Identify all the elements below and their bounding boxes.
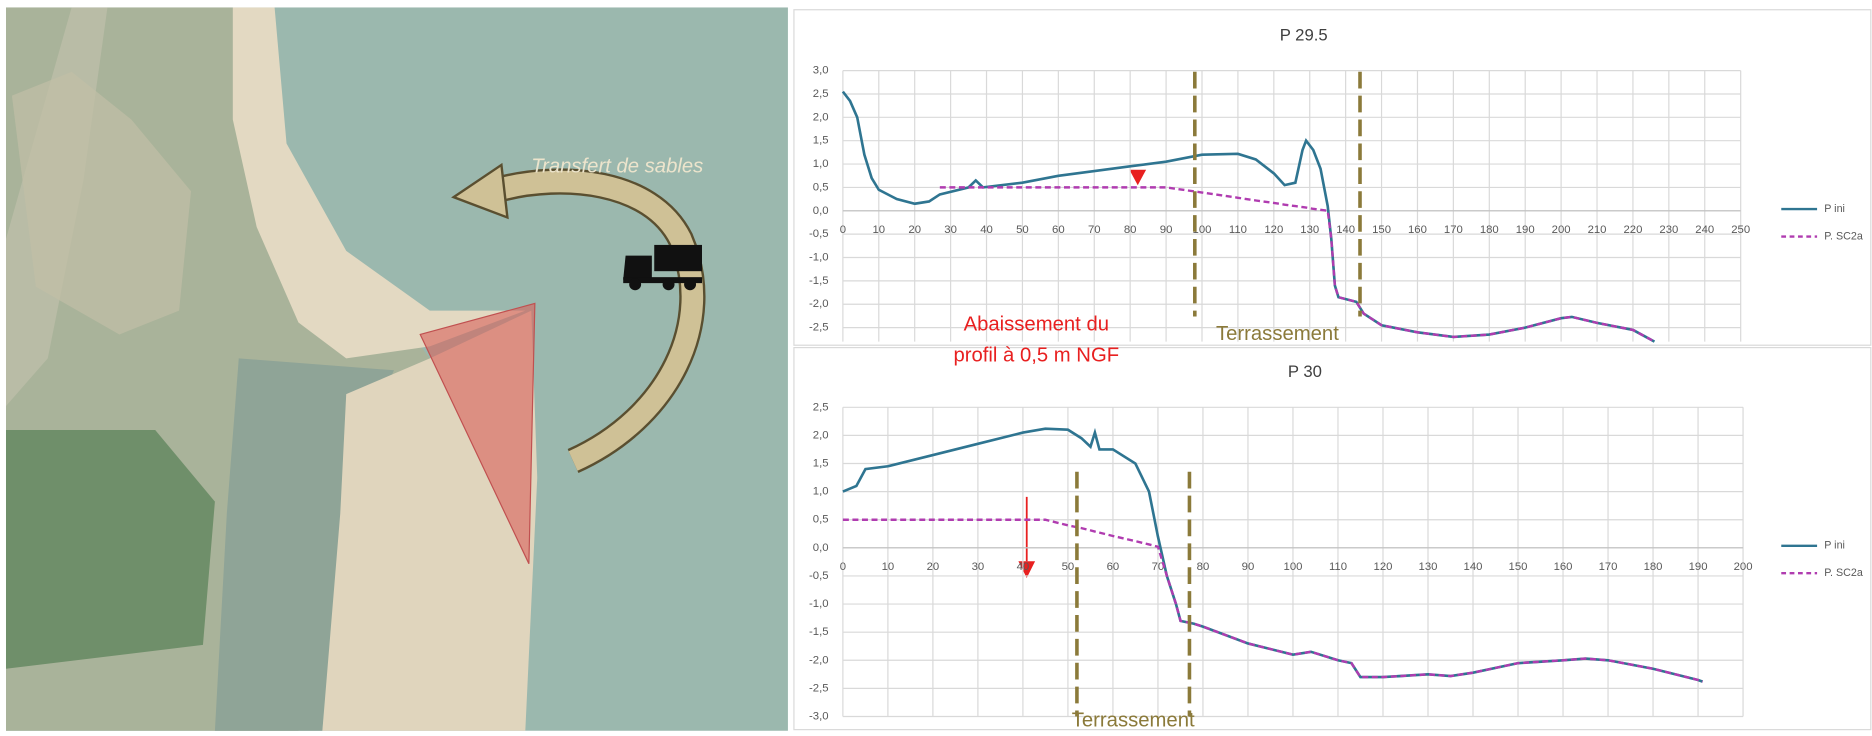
x-tick-label: 120 (1264, 224, 1283, 236)
x-tick-label: 190 (1516, 224, 1535, 236)
x-tick-label: 100 (1284, 561, 1303, 573)
x-tick-label: 200 (1552, 224, 1571, 236)
x-tick-label: 40 (1017, 561, 1030, 573)
y-tick-label: 2,0 (813, 111, 829, 123)
y-tick-label: -2,0 (809, 298, 829, 310)
y-tick-label: 0,0 (813, 205, 829, 217)
x-tick-label: 190 (1689, 561, 1708, 573)
y-tick-label: 1,0 (813, 158, 829, 170)
y-tick-label: -1,5 (809, 275, 829, 287)
x-tick-label: 140 (1464, 561, 1483, 573)
x-tick-label: 170 (1599, 561, 1618, 573)
y-tick-label: 2,5 (813, 88, 829, 100)
x-tick-label: 200 (1734, 561, 1753, 573)
x-tick-label: 140 (1336, 224, 1355, 236)
x-tick-label: 110 (1229, 224, 1247, 236)
y-tick-label: -2,5 (809, 322, 829, 334)
legend-label: P. SC2a (1824, 567, 1863, 579)
x-tick-label: 0 (840, 224, 846, 236)
chart-title: P 29.5 (1280, 25, 1328, 44)
x-tick-label: 60 (1107, 561, 1120, 573)
x-tick-label: 50 (1062, 561, 1075, 573)
y-tick-label: -1,0 (809, 252, 829, 264)
x-tick-label: 20 (927, 561, 940, 573)
x-tick-label: 80 (1197, 561, 1210, 573)
terrassement-label: Terrassement (1216, 323, 1339, 345)
x-tick-label: 160 (1408, 224, 1427, 236)
legend-label: P ini (1824, 203, 1845, 215)
y-tick-label: -0,5 (809, 570, 829, 582)
data-line (843, 520, 1703, 682)
annotation: Abaissement du (964, 313, 1109, 335)
map-arrow-label: Transfert de sables (531, 156, 703, 178)
y-tick-label: -3,0 (809, 711, 829, 723)
y-tick-label: -0,5 (809, 228, 829, 240)
page: {"map": {"arrow_label": "Transfert de sa… (0, 0, 1872, 731)
x-tick-label: 220 (1623, 224, 1642, 236)
y-tick-label: 1,0 (813, 486, 829, 498)
y-tick-label: -2,0 (809, 654, 829, 666)
x-tick-label: 130 (1419, 561, 1438, 573)
x-tick-label: 250 (1731, 224, 1750, 236)
x-tick-label: 10 (872, 224, 885, 236)
x-tick-label: 130 (1300, 224, 1319, 236)
x-tick-label: 10 (882, 561, 895, 573)
x-tick-label: 120 (1374, 561, 1393, 573)
terrassement-label: Terrassement (1072, 710, 1195, 731)
x-tick-label: 180 (1480, 224, 1499, 236)
chart-title: P 30 (1288, 362, 1322, 381)
chart-frame (794, 10, 1871, 345)
x-tick-label: 30 (944, 224, 957, 236)
y-tick-label: 0,0 (813, 542, 829, 554)
data-line (843, 429, 1703, 682)
x-tick-label: 180 (1644, 561, 1663, 573)
y-tick-label: 0,5 (813, 181, 829, 193)
x-tick-label: 160 (1554, 561, 1573, 573)
x-tick-label: 170 (1444, 224, 1463, 236)
x-tick-label: 70 (1088, 224, 1101, 236)
y-tick-label: 0,5 (813, 514, 829, 526)
y-tick-label: 1,5 (813, 458, 829, 470)
x-tick-label: 80 (1124, 224, 1137, 236)
y-tick-label: -2,5 (809, 682, 829, 694)
x-tick-label: 210 (1588, 224, 1607, 236)
x-tick-label: 150 (1372, 224, 1391, 236)
x-tick-label: 20 (908, 224, 921, 236)
y-tick-label: 1,5 (813, 135, 829, 147)
x-tick-label: 240 (1695, 224, 1714, 236)
chart-frame (794, 348, 1871, 730)
y-tick-label: 2,5 (813, 401, 829, 413)
x-tick-label: 230 (1659, 224, 1678, 236)
legend-label: P. SC2a (1824, 230, 1863, 242)
aerial-map: Transfert de sables (6, 7, 788, 730)
x-tick-label: 40 (980, 224, 993, 236)
legend-label: P ini (1824, 540, 1845, 552)
x-tick-label: 110 (1329, 561, 1347, 573)
annotation: profil à 0,5 m NGF (953, 344, 1119, 366)
x-tick-label: 50 (1016, 224, 1029, 236)
lowering-marker (1129, 170, 1146, 186)
x-tick-label: 30 (972, 561, 985, 573)
y-tick-label: 2,0 (813, 429, 829, 441)
y-tick-label: 3,0 (813, 65, 829, 77)
y-tick-label: -1,5 (809, 626, 829, 638)
x-tick-label: 150 (1509, 561, 1528, 573)
figure: Transfert de sables P 29.5 3,0 2,5 2,0 1,5 1,… (0, 0, 1872, 731)
y-tick-label: -1,0 (809, 598, 829, 610)
x-tick-label: 60 (1052, 224, 1065, 236)
x-tick-label: 90 (1242, 561, 1255, 573)
x-tick-label: 90 (1160, 224, 1173, 236)
x-tick-label: 0 (840, 561, 846, 573)
